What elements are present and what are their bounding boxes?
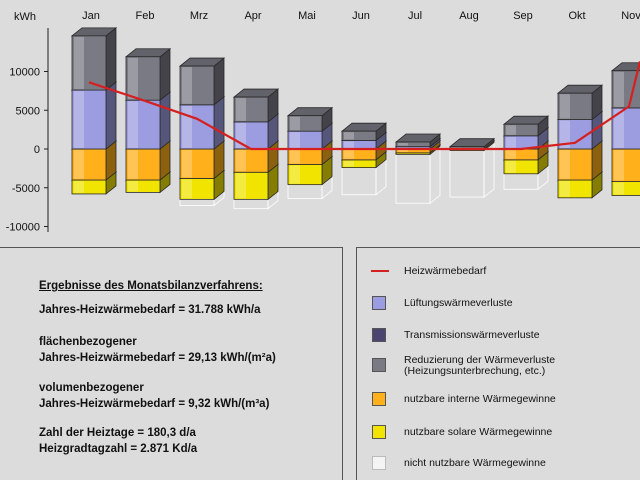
heat-demand-line [88, 61, 640, 151]
result-area-label: flächenbezogener [39, 336, 137, 348]
legend-color-swatch [372, 328, 386, 342]
bar-segment [394, 145, 442, 205]
bar-segment [124, 91, 172, 150]
bar-segment [556, 84, 604, 121]
x-tick-label: Apr [244, 10, 261, 22]
y-tick-label: 10000 [9, 67, 40, 79]
bar-segment [178, 140, 226, 180]
legend-color-swatch [372, 358, 386, 372]
legend-color-swatch [372, 296, 386, 310]
bar-segment [178, 57, 226, 106]
legend-item: Transmissionswärmeverluste [371, 327, 639, 349]
legend-panel: Heizwärmebedarf Lüftungswärmeverluste Tran… [356, 247, 640, 480]
x-tick-label: Nov [621, 10, 640, 22]
bar-segment [70, 27, 118, 91]
legend-label: Reduzierung der Wärmeverluste (Heizungsun… [404, 354, 556, 377]
y-tick-label: -10000 [6, 222, 40, 234]
bar-segment [610, 62, 640, 109]
results-panel: Ergebnisse des Monatsbilanzverfahrens: J… [0, 247, 343, 480]
bar-segment [286, 106, 334, 133]
bar-segment [340, 122, 388, 142]
bar-segment [124, 47, 172, 102]
x-tick-label: Mai [298, 10, 316, 22]
legend-color-swatch [372, 456, 386, 470]
x-tick-label: Mrz [190, 10, 208, 22]
legend-color-swatch [372, 425, 386, 439]
legend-label: nicht nutzbare Wärmegewinne [404, 457, 546, 469]
y-tick-label: 5000 [16, 105, 40, 117]
bar-segment [232, 88, 280, 123]
results-title: Ergebnisse des Monatsbilanzverfahrens: [39, 280, 263, 292]
y-tick-label: 0 [34, 144, 40, 156]
bar-segment [70, 81, 118, 150]
result-annual-heat-demand: Jahres-Heizwärmebedarf = 31.788 kWh/a [39, 304, 261, 316]
result-volume-value: Jahres-Heizwärmebedarf = 9,32 kWh/(m³a) [39, 398, 270, 410]
bar-segment [394, 133, 442, 148]
x-tick-label: Feb [136, 10, 155, 22]
result-volume-label: volumenbezogener [39, 382, 144, 394]
legend-label: Lüftungswärmeverluste [404, 297, 513, 309]
legend-item: nutzbare interne Wärmegewinne [371, 391, 639, 413]
result-area-value: Jahres-Heizwärmebedarf = 29,13 kWh/(m²a) [39, 352, 276, 364]
x-tick-label: Sep [513, 10, 533, 22]
legend-line-swatch [371, 270, 389, 272]
y-axis-unit-label: kWh [14, 11, 36, 23]
legend-label: nutzbare interne Wärmegewinne [404, 393, 556, 405]
bar-segment [502, 115, 550, 137]
x-tick-label: Okt [568, 10, 585, 22]
legend-color-swatch [372, 392, 386, 406]
x-tick-label: Aug [459, 10, 479, 22]
x-tick-label: Jan [82, 10, 100, 22]
legend-label: Heizwärmebedarf [404, 265, 487, 277]
x-tick-label: Jul [408, 10, 422, 22]
x-tick-label: Jun [352, 10, 370, 22]
result-degree-days: Heizgradtagzahl = 2.871 Kd/a [39, 443, 198, 455]
legend-item: Reduzierung der Wärmeverluste (Heizungsun… [371, 354, 639, 379]
legend-label: nutzbare solare Wärmegewinne [404, 426, 553, 438]
legend-item: Lüftungswärmeverluste [371, 295, 639, 317]
legend-item: nicht nutzbare Wärmegewinne [371, 455, 639, 477]
legend-item: Heizwärmebedarf [371, 263, 639, 285]
legend-label: Transmissionswärmeverluste [404, 329, 540, 341]
y-tick-label: -5000 [12, 183, 40, 195]
chart: kWh 10000 5000 0 -5000 -10000 Jan Feb Mrz Apr Mai J… [6, 10, 640, 234]
bar-segment [448, 137, 496, 150]
legend-item: nutzbare solare Wärmegewinne [371, 424, 639, 446]
result-heating-days: Zahl der Heiztage = 180,3 d/a [39, 427, 196, 439]
